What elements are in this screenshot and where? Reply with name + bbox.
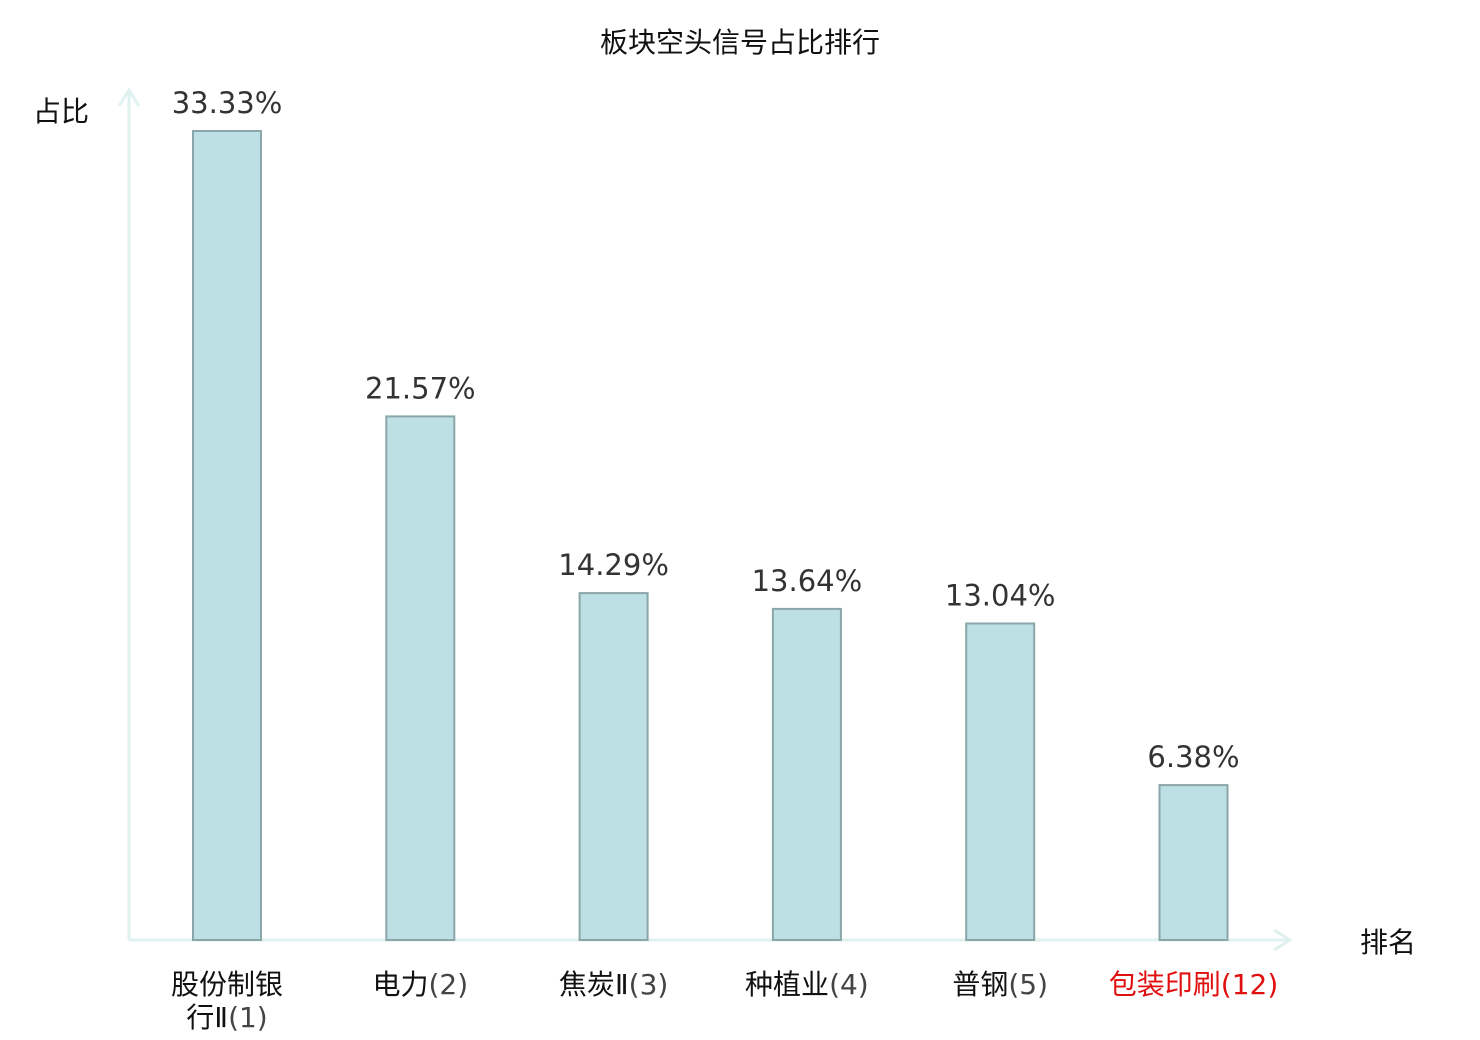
bar-2 xyxy=(385,415,456,941)
bar-3 xyxy=(578,592,649,941)
value-label-5: 13.04% xyxy=(945,579,1056,613)
category-label-4: 种植业(4) xyxy=(745,968,869,1001)
value-label-4: 13.64% xyxy=(752,564,863,598)
x-axis-label: 排名 xyxy=(1360,926,1416,959)
bar-6 xyxy=(1158,784,1229,941)
axes xyxy=(117,87,1293,952)
category-label-1: 股份制银行Ⅱ(1) xyxy=(171,968,283,1034)
category-label-2: 电力(2) xyxy=(372,968,468,1001)
y-axis-label: 占比 xyxy=(33,95,89,128)
category-label-5: 普钢(5) xyxy=(952,968,1048,1001)
chart-title: 板块空头信号占比排行 xyxy=(600,26,880,59)
value-labels: 33.33% 21.57% 14.29% 13.64% 13.04% 6.38% xyxy=(172,86,1240,774)
category-label-6: 包装印刷(12) xyxy=(1109,968,1279,1001)
category-labels: 股份制银行Ⅱ(1) 电力(2) 焦炭Ⅱ(3) 种植业(4) 普钢(5) 包装印刷(12) xyxy=(171,968,1278,1034)
value-label-3: 14.29% xyxy=(558,548,669,582)
y-axis-arrow xyxy=(117,87,141,107)
bar-series xyxy=(192,130,1229,942)
bar-5 xyxy=(965,622,1036,941)
value-label-1: 33.33% xyxy=(172,86,283,120)
bar-1 xyxy=(192,130,262,941)
value-label-2: 21.57% xyxy=(365,371,476,405)
x-axis-arrow xyxy=(1273,928,1293,952)
category-label-3: 焦炭Ⅱ(3) xyxy=(559,968,668,1001)
bar-4 xyxy=(771,607,842,942)
value-label-6: 6.38% xyxy=(1147,740,1239,774)
